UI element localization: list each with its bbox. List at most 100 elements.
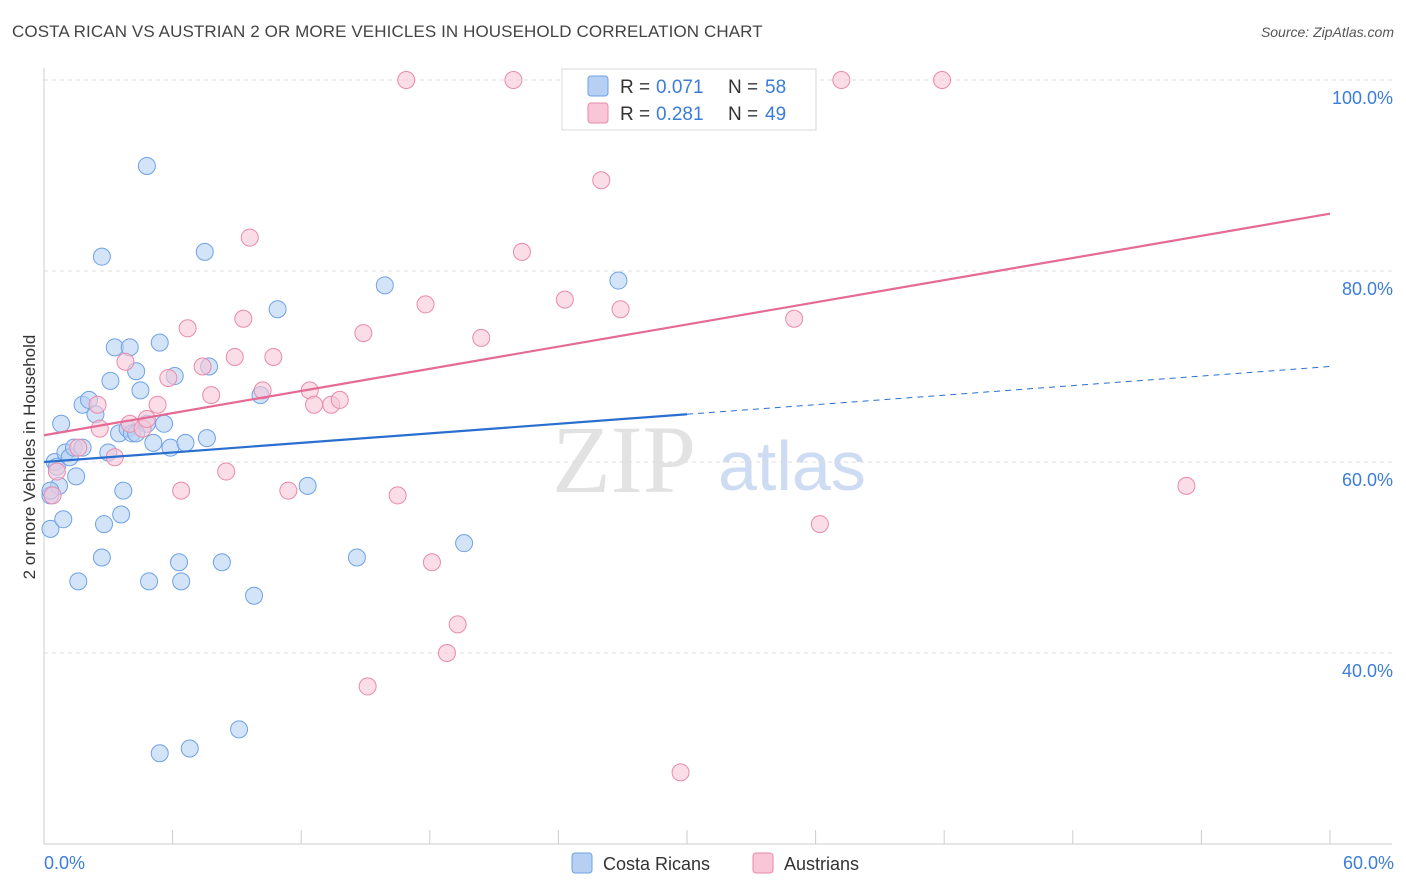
data-point [609, 271, 628, 290]
data-point [437, 644, 456, 662]
data-point [95, 515, 114, 534]
data-point [217, 462, 236, 481]
data-point [555, 290, 574, 309]
data-point [422, 553, 441, 572]
data-point [116, 352, 135, 371]
legend-n-value-2: 49 [765, 104, 786, 125]
trend-line-austrians [43, 212, 1331, 437]
data-point [137, 156, 156, 175]
data-point [253, 381, 272, 400]
data-point [43, 486, 62, 505]
series-costa-ricans [41, 156, 628, 763]
data-point [358, 677, 377, 696]
chart-title: COSTA RICAN VS AUSTRIAN 2 OR MORE VEHICL… [12, 22, 763, 41]
data-point [330, 390, 349, 409]
watermark: ZIP atlas [552, 406, 866, 513]
data-point [455, 534, 474, 553]
data-point [832, 71, 851, 89]
data-point [155, 414, 174, 433]
data-point [178, 319, 197, 338]
data-point [131, 381, 150, 400]
watermark-atlas: atlas [718, 427, 866, 505]
trend-line-costa-ricans [43, 413, 688, 464]
data-point [112, 505, 131, 524]
data-point [347, 548, 366, 567]
data-point [159, 368, 178, 387]
y-tick-label: 100.0% [1332, 88, 1393, 108]
trend-line-costa-ricans-extrapolated [686, 366, 1331, 415]
data-point [448, 615, 467, 634]
data-point [140, 572, 159, 591]
data-point [234, 309, 253, 328]
legend-n-value-1: 58 [765, 77, 786, 98]
axes [43, 68, 1392, 845]
data-point [375, 276, 394, 295]
data-point [592, 171, 611, 190]
data-point [230, 720, 249, 739]
data-point [305, 395, 324, 414]
watermark-zip: ZIP [552, 406, 696, 513]
data-point [47, 462, 66, 481]
bottom-legend-costa-ricans: Costa Ricans [603, 854, 710, 874]
x-tick-labels: 0.0% 60.0% [44, 853, 1394, 873]
legend-box: R = 0.071 N = 58 R = 0.281 N = 49 [561, 68, 817, 131]
data-point [671, 763, 690, 782]
data-point [172, 572, 191, 591]
data-point [144, 433, 163, 452]
legend-r-value-2: 0.281 [656, 104, 704, 125]
data-point [416, 295, 435, 314]
bottom-legend-swatch-austrians [752, 852, 774, 874]
data-point [268, 300, 287, 319]
data-point [105, 338, 124, 357]
legend-r-label-1: R = [620, 77, 650, 98]
data-point [90, 419, 109, 438]
data-point [225, 347, 244, 366]
data-point [150, 333, 169, 352]
data-point [88, 395, 107, 414]
data-point [512, 242, 531, 261]
data-point [264, 347, 283, 366]
data-point [114, 481, 133, 500]
data-point [298, 476, 317, 495]
data-point [810, 515, 829, 534]
data-point [611, 300, 630, 319]
data-point [170, 553, 189, 572]
legend-r-label-2: R = [620, 104, 650, 125]
y-tick-label: 80.0% [1342, 279, 1393, 299]
data-point [240, 228, 259, 247]
bottom-legend-austrians: Austrians [784, 854, 859, 874]
data-point [41, 519, 60, 538]
series-austrians [43, 71, 1196, 782]
data-point [150, 744, 169, 763]
data-point [176, 433, 195, 452]
data-point [54, 510, 73, 529]
x-tick-min: 0.0% [44, 853, 85, 873]
data-point [92, 247, 111, 266]
data-point [193, 357, 212, 376]
data-point [172, 481, 191, 500]
data-point [197, 429, 216, 448]
legend-swatch-costa-ricans [587, 75, 609, 97]
y-axis-label: 2 or more Vehicles in Household [20, 335, 39, 580]
data-point [101, 371, 120, 390]
data-point [202, 386, 221, 405]
data-point [245, 586, 264, 605]
y-tick-labels: 40.0% 60.0% 80.0% 100.0% [1332, 88, 1393, 681]
legend-swatch-austrians [587, 102, 609, 124]
y-tick-label: 60.0% [1342, 470, 1393, 490]
data-point [354, 324, 373, 343]
x-tick-max: 60.0% [1343, 853, 1394, 873]
data-point [212, 553, 231, 572]
legend-n-label-1: N = [728, 77, 758, 98]
data-point [148, 395, 167, 414]
data-point [195, 242, 214, 261]
legend-r-value-1: 0.071 [656, 77, 704, 98]
data-point [785, 309, 804, 328]
data-point [504, 71, 523, 89]
data-point [69, 572, 88, 591]
bottom-legend: Costa Ricans Austrians [571, 852, 859, 874]
data-point [92, 548, 111, 567]
bottom-legend-swatch-costa-ricans [571, 852, 593, 874]
data-point [388, 486, 407, 505]
